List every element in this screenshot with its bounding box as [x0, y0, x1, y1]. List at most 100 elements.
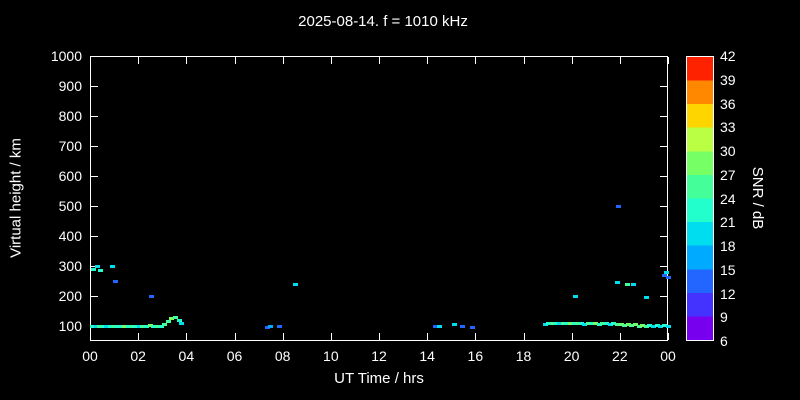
- data-point: [630, 282, 636, 286]
- data-point: [643, 296, 649, 299]
- data-point: [658, 324, 664, 328]
- data-point: [104, 325, 110, 329]
- data-point: [172, 316, 178, 320]
- colorbar-label: SNR / dB: [749, 166, 766, 230]
- data-point: [607, 323, 613, 326]
- data-point: [636, 324, 642, 328]
- x-tick-mark: [619, 333, 621, 340]
- data-point: [567, 322, 573, 326]
- data-point: [452, 323, 458, 326]
- y-tick-mark: [660, 56, 667, 57]
- data-point: [459, 324, 465, 328]
- y-tick-label: 100: [58, 318, 82, 334]
- data-point: [549, 321, 555, 325]
- data-point: [276, 324, 282, 328]
- x-tick-mark: [571, 333, 573, 340]
- data-point: [140, 324, 146, 328]
- x-tick-mark: [619, 57, 621, 64]
- data-point: [661, 323, 667, 327]
- data-point: [589, 322, 595, 326]
- data-point: [136, 324, 142, 328]
- x-tick-mark: [379, 57, 380, 64]
- colorbar-tick-label: 42: [720, 48, 736, 64]
- x-tick-mark: [330, 57, 332, 64]
- x-tick-mark: [234, 57, 236, 64]
- data-point: [118, 325, 124, 329]
- data-point: [665, 275, 671, 279]
- x-tick-mark: [571, 57, 573, 64]
- data-point: [571, 322, 577, 326]
- x-tick-mark: [475, 333, 477, 340]
- data-point: [147, 323, 153, 327]
- data-point: [557, 322, 563, 326]
- data-point: [133, 324, 139, 328]
- colorbar-tick-label: 24: [720, 190, 736, 207]
- colorbar-tick-label: 18: [720, 238, 736, 254]
- data-point: [126, 324, 132, 328]
- data-point: [110, 264, 116, 268]
- data-point: [622, 323, 628, 327]
- colorbar-tick-label: 30: [720, 143, 736, 159]
- colorbar-tick-label: 12: [720, 285, 736, 302]
- x-tick-mark: [90, 57, 91, 64]
- colorbar-tick-label: 33: [720, 119, 736, 136]
- x-tick-mark: [186, 333, 188, 340]
- data-point: [625, 323, 631, 326]
- y-tick-mark: [660, 266, 667, 267]
- data-point: [618, 323, 624, 326]
- x-tick-label: 22: [612, 348, 628, 364]
- data-point: [611, 322, 617, 326]
- data-point: [665, 324, 671, 328]
- y-tick-mark: [91, 236, 98, 237]
- data-point: [560, 321, 566, 325]
- x-tick-mark: [330, 333, 332, 340]
- data-point: [629, 323, 635, 327]
- x-tick-mark: [523, 57, 525, 64]
- data-point: [93, 325, 99, 329]
- data-point: [546, 322, 552, 326]
- x-tick-label: 18: [515, 348, 532, 364]
- x-tick-mark: [282, 57, 284, 64]
- colorbar-tick-label: 36: [720, 95, 736, 112]
- y-tick-label: 800: [58, 108, 82, 124]
- data-point: [664, 270, 670, 274]
- x-tick-mark: [427, 333, 429, 340]
- data-point: [564, 322, 570, 326]
- y-axis-label: Virtual height / km: [7, 138, 25, 258]
- x-tick-label: 12: [371, 348, 387, 364]
- y-tick-mark: [660, 206, 667, 207]
- y-tick-label: 600: [58, 168, 82, 184]
- x-tick-mark: [379, 333, 380, 340]
- y-tick-label: 300: [58, 258, 82, 274]
- y-tick-mark: [660, 146, 667, 147]
- data-point: [165, 320, 171, 323]
- data-point: [624, 282, 630, 286]
- colorbar-tick-label: 39: [720, 71, 736, 88]
- y-tick-mark: [91, 266, 98, 267]
- x-tick-mark: [90, 333, 91, 340]
- y-tick-mark: [91, 116, 98, 117]
- colorbar-tick-label: 15: [720, 261, 736, 278]
- data-point: [596, 323, 602, 326]
- data-point: [169, 317, 175, 320]
- data-point: [122, 324, 128, 328]
- x-tick-label: 14: [419, 348, 435, 364]
- data-point: [593, 322, 599, 326]
- y-tick-mark: [91, 56, 98, 57]
- data-point: [129, 324, 135, 328]
- x-tick-mark: [668, 57, 669, 64]
- y-tick-mark: [91, 86, 98, 87]
- data-point: [575, 322, 581, 326]
- data-point: [107, 324, 113, 328]
- data-point: [264, 326, 270, 329]
- data-point: [651, 324, 657, 328]
- x-tick-mark: [475, 57, 477, 64]
- x-tick-mark: [234, 333, 236, 340]
- data-point: [268, 324, 274, 328]
- x-tick-label: 20: [563, 348, 580, 364]
- x-tick-label: 16: [467, 348, 484, 364]
- x-tick-mark: [186, 57, 188, 64]
- data-point: [542, 323, 548, 326]
- data-point: [661, 273, 667, 277]
